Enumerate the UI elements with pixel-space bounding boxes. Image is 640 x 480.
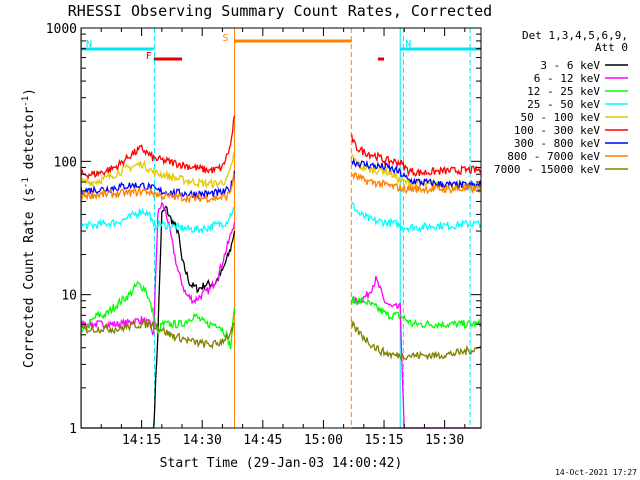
- legend-label-0: 3 - 6 keV: [540, 59, 600, 72]
- legend-header-1: Att 0: [595, 41, 628, 54]
- x-tick-label-2: 14:45: [243, 433, 282, 448]
- series-line-7-1: [351, 172, 482, 195]
- x-tick-label-0: 14:15: [122, 433, 161, 448]
- x-axis-label: Start Time (29-Jan-03 14:00:42): [160, 456, 403, 471]
- series-line-5-1: [351, 134, 482, 178]
- chart-title: RHESSI Observing Summary Count Rates, Co…: [68, 2, 492, 20]
- y-tick-label-1: 10: [61, 289, 77, 304]
- y-axis-label: Corrected Count Rate (s-1 detector-1): [21, 88, 37, 368]
- legend-label-4: 50 - 100 keV: [521, 111, 601, 124]
- series-line-6-0: [80, 170, 236, 200]
- legend-label-5: 100 - 300 keV: [514, 124, 600, 137]
- series-line-4-0: [80, 150, 236, 190]
- legend-label-1: 6 - 12 keV: [534, 72, 601, 85]
- series-line-5-0: [80, 115, 236, 180]
- flag-label-4: S: [223, 33, 229, 44]
- legend-label-8: 7000 - 15000 keV: [494, 163, 600, 176]
- x-tick-label-4: 15:15: [364, 433, 403, 448]
- legend-label-7: 800 - 7000 keV: [507, 150, 600, 163]
- legend-label-6: 300 - 800 keV: [514, 137, 600, 150]
- y-tick-label-3: 1000: [46, 22, 77, 37]
- x-tick-label-3: 15:00: [304, 433, 343, 448]
- axes: 14:15 14:30 14:45 15:00 15:15 15:30 1 10 100 1000: [46, 22, 481, 448]
- series-line-3-0: [80, 206, 235, 235]
- series-line-7-0: [80, 173, 235, 204]
- plot-area: N N F S: [80, 28, 482, 429]
- x-tick-label-1: 14:30: [183, 433, 222, 448]
- legend-header-0: Det 1,3,4,5,6,9,: [522, 29, 628, 42]
- flag-label-2: F: [146, 51, 152, 62]
- legend-label-2: 12 - 25 keV: [527, 85, 600, 98]
- plot-frame: [80, 27, 482, 429]
- y-tick-label-0: 1: [69, 422, 77, 437]
- footer-date: 14-Oct-2021 17:27: [555, 468, 637, 477]
- legend-label-3: 25 - 50 keV: [527, 98, 600, 111]
- y-tick-label-2: 100: [54, 155, 77, 170]
- flag-label-1: N: [405, 39, 411, 50]
- series-line-2-1: [351, 296, 482, 330]
- flag-label-0: N: [86, 39, 92, 50]
- series-line-6-1: [351, 157, 482, 191]
- x-tick-label-5: 15:30: [425, 433, 464, 448]
- series-line-8-0: [80, 319, 235, 350]
- series-line-2-0: [80, 280, 236, 350]
- series-line-8-1: [351, 320, 482, 362]
- series-line-3-1: [351, 201, 482, 234]
